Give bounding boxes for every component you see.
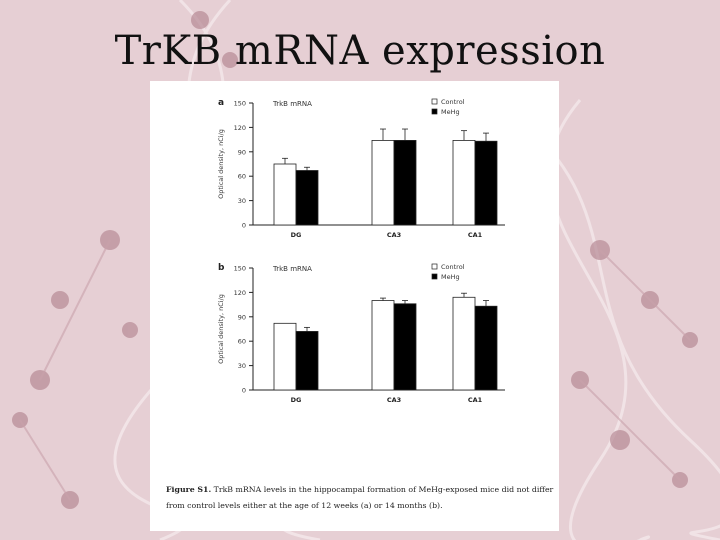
legend-swatch: [431, 108, 438, 115]
y-tick-label: 90: [238, 313, 246, 321]
chart-a: a TrkB mRNA 0 30 60 90 120 150 Optical density, …: [217, 98, 505, 239]
bar-mehg-ca1: [474, 305, 498, 391]
caption-label: Figure S1.: [166, 485, 212, 494]
bar-control-ca1: [452, 296, 476, 391]
bar-control-ca1: [452, 140, 476, 226]
bar-control-ca3: [371, 300, 395, 391]
category-label: CA1: [468, 231, 483, 239]
figure-panel: a TrkB mRNA 0 30 60 90 120 150 Optical density, …: [150, 81, 559, 531]
y-axis-label: Optical density, nCi/g: [217, 129, 225, 199]
legend-label: MeHg: [441, 273, 460, 281]
category-label: CA3: [387, 396, 401, 404]
y-tick-label: 30: [238, 197, 246, 205]
y-tick-label: 0: [242, 222, 246, 230]
slide-title: TrKB mRNA expression: [114, 28, 606, 74]
y-tick-label: 0: [242, 387, 246, 395]
bar-control-dg: [273, 322, 297, 391]
category-label: CA3: [387, 231, 401, 239]
y-tick-label: 120: [234, 289, 246, 297]
caption-text: TrkB mRNA levels in the hippocampal form…: [166, 485, 554, 510]
chart-title: TrkB mRNA: [272, 100, 312, 108]
category-label: DG: [291, 231, 302, 239]
legend-label: Control: [441, 263, 465, 271]
y-tick-label: 150: [234, 265, 246, 273]
bar-mehg-ca1: [474, 140, 498, 226]
bar-mehg-dg: [295, 331, 319, 391]
bar-control-ca3: [371, 140, 395, 226]
y-tick-label: 30: [238, 362, 246, 370]
chart-b: b TrkB mRNA 0 30 60 90 120 150 Optical density, …: [217, 263, 505, 404]
legend-label: Control: [441, 98, 465, 106]
legend-label: MeHg: [441, 108, 460, 116]
bar-mehg-dg: [295, 170, 319, 226]
panel-label: b: [218, 263, 225, 273]
legend-swatch: [431, 98, 438, 105]
y-tick-label: 60: [238, 173, 246, 181]
bar-mehg-ca3: [393, 303, 417, 391]
bar-mehg-ca3: [393, 140, 417, 226]
category-label: DG: [291, 396, 302, 404]
y-axis-label: Optical density, nCi/g: [217, 294, 225, 364]
chart-title: TrkB mRNA: [272, 265, 312, 273]
panel-label: a: [218, 98, 224, 108]
bar-control-dg: [273, 163, 297, 226]
bar-charts: a TrkB mRNA 0 30 60 90 120 150 Optical density, …: [217, 98, 505, 404]
legend-swatch: [431, 263, 438, 270]
category-label: CA1: [468, 396, 483, 404]
y-tick-label: 150: [234, 100, 246, 108]
y-tick-label: 90: [238, 148, 246, 156]
legend-swatch: [431, 273, 438, 280]
y-tick-label: 60: [238, 338, 246, 346]
y-tick-label: 120: [234, 124, 246, 132]
figure-caption: Figure S1. TrkB mRNA levels in the hippo…: [166, 482, 556, 514]
